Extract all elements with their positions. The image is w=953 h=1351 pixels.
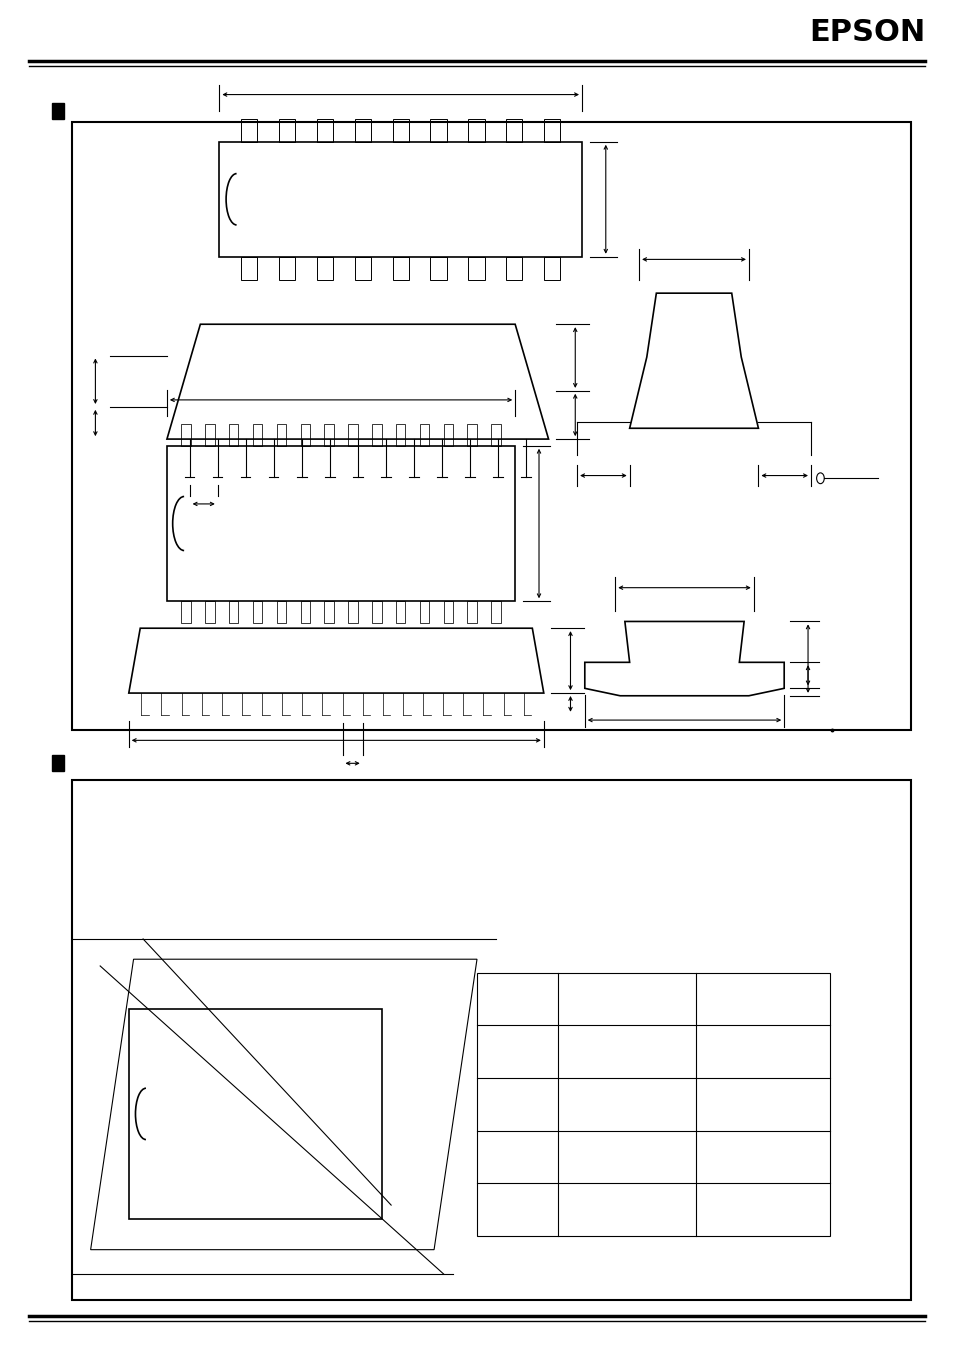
Bar (300, 601, 310, 623)
Bar (276, 424, 286, 446)
Bar (71, 780, 910, 1300)
Bar (393, 257, 408, 280)
Bar (219, 142, 581, 257)
Bar (300, 424, 310, 446)
Bar (71, 122, 910, 730)
Bar (355, 119, 371, 142)
Bar (167, 446, 515, 601)
Bar (467, 601, 476, 623)
Bar (443, 424, 453, 446)
Bar (468, 119, 484, 142)
Bar (468, 257, 484, 280)
Bar (348, 424, 357, 446)
Bar (491, 424, 500, 446)
Bar (316, 119, 333, 142)
Bar (372, 424, 381, 446)
Bar (395, 601, 405, 623)
Bar (229, 424, 238, 446)
Bar (395, 424, 405, 446)
Bar (278, 257, 294, 280)
Bar (372, 601, 381, 623)
Bar (253, 424, 262, 446)
Bar (253, 601, 262, 623)
Bar (324, 601, 334, 623)
Bar (129, 1009, 381, 1219)
Bar (229, 601, 238, 623)
Bar (348, 601, 357, 623)
Bar (419, 601, 429, 623)
Bar (476, 973, 829, 1236)
Bar (543, 119, 559, 142)
Bar (393, 119, 408, 142)
Text: EPSON: EPSON (808, 19, 924, 47)
Bar (241, 257, 257, 280)
Bar (506, 257, 522, 280)
Bar (52, 755, 64, 771)
Bar (543, 257, 559, 280)
Bar (324, 424, 334, 446)
Bar (278, 119, 294, 142)
Bar (430, 119, 446, 142)
Bar (430, 257, 446, 280)
Bar (241, 119, 257, 142)
Bar (52, 103, 64, 119)
Bar (181, 601, 191, 623)
Bar (181, 424, 191, 446)
Bar (491, 601, 500, 623)
Bar (506, 119, 522, 142)
Bar (419, 424, 429, 446)
Bar (205, 601, 214, 623)
Bar (276, 601, 286, 623)
Bar (467, 424, 476, 446)
Bar (205, 424, 214, 446)
Bar (443, 601, 453, 623)
Bar (316, 257, 333, 280)
Bar (355, 257, 371, 280)
